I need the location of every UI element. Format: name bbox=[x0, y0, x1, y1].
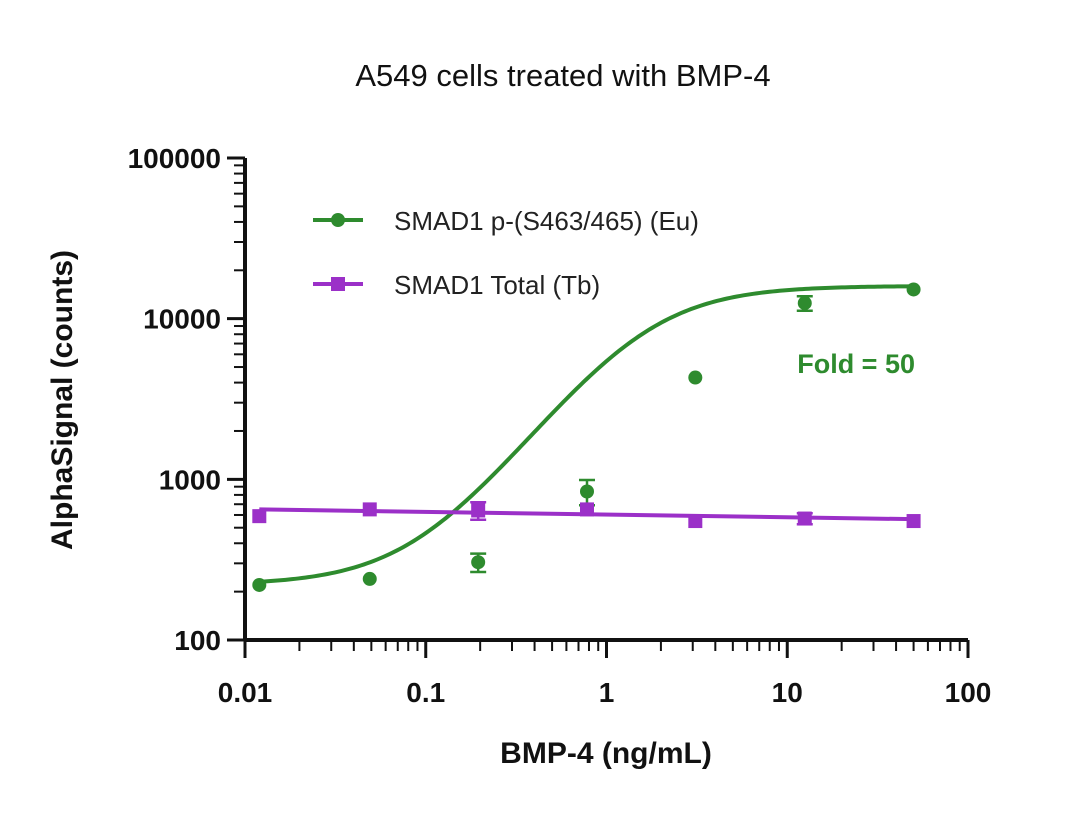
data-point-total bbox=[579, 502, 594, 517]
data-point-total bbox=[471, 503, 486, 518]
data-point-total bbox=[252, 509, 267, 524]
y-tick-label: 100 bbox=[174, 625, 221, 656]
x-tick-label: 0.01 bbox=[218, 677, 273, 708]
fit-curve-phospho bbox=[259, 284, 914, 584]
legend-marker-total bbox=[331, 277, 345, 291]
data-point-total bbox=[797, 511, 812, 526]
data-point-phospho bbox=[471, 555, 486, 570]
data-point-total bbox=[362, 502, 377, 517]
x-tick-label: 10 bbox=[772, 677, 803, 708]
x-tick-label: 100 bbox=[945, 677, 992, 708]
axes: 0.01 0.1 1 10 100 100 1000 10000 100000 bbox=[128, 143, 992, 708]
data-point-total bbox=[906, 514, 921, 529]
data-point-phospho bbox=[362, 571, 377, 586]
legend-item-phospho: SMAD1 p-(S463/465) (Eu) bbox=[313, 206, 699, 236]
y-tick-label: 100000 bbox=[128, 143, 221, 174]
data-point-phospho bbox=[797, 296, 812, 311]
chart-title: A549 cells treated with BMP-4 bbox=[355, 58, 770, 93]
x-tick-label: 0.1 bbox=[406, 677, 445, 708]
y-tick-label: 10000 bbox=[143, 304, 221, 335]
x-tick-label: 1 bbox=[599, 677, 615, 708]
data-markers bbox=[252, 282, 921, 592]
y-tick-label: 1000 bbox=[159, 464, 221, 495]
data-point-total bbox=[688, 514, 703, 529]
x-axis-title: BMP-4 (ng/mL) bbox=[500, 737, 712, 770]
y-axis-title: AlphaSignal (counts) bbox=[46, 250, 79, 550]
error-bars bbox=[470, 294, 813, 574]
data-point-phospho bbox=[252, 577, 267, 592]
fit-curves bbox=[259, 284, 914, 584]
data-point-phospho bbox=[688, 370, 703, 385]
fold-annotation: Fold = 50 bbox=[797, 349, 915, 379]
data-point-phospho bbox=[906, 282, 921, 297]
legend-item-total: SMAD1 Total (Tb) bbox=[313, 270, 600, 300]
legend: SMAD1 p-(S463/465) (Eu) SMAD1 Total (Tb) bbox=[313, 206, 699, 300]
data-point-phospho bbox=[579, 484, 594, 499]
legend-label-phospho: SMAD1 p-(S463/465) (Eu) bbox=[394, 206, 699, 236]
legend-label-total: SMAD1 Total (Tb) bbox=[394, 270, 600, 300]
legend-marker-phospho bbox=[331, 213, 345, 227]
